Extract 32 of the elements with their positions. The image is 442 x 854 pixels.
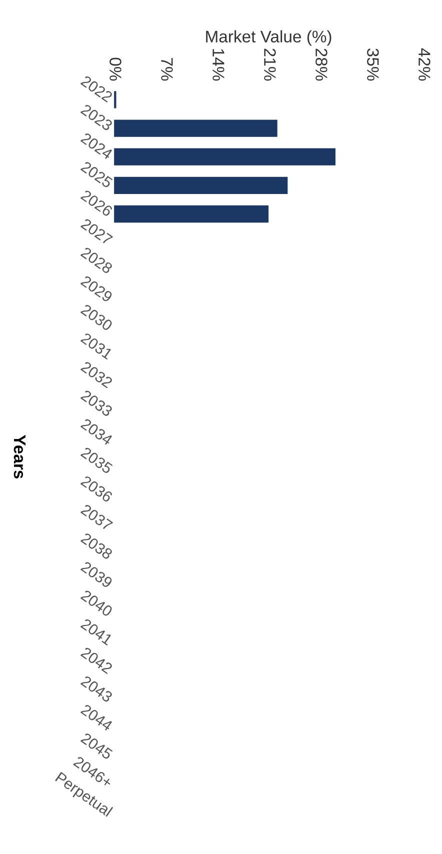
- y-tick-label: 2027: [80, 218, 114, 246]
- y-tick-label: 2040: [80, 590, 114, 618]
- bar: [114, 120, 278, 137]
- x-tick-label: 28%: [316, 48, 328, 81]
- y-tick-label: 2034: [80, 418, 114, 446]
- y-tick-label: 2024: [80, 132, 114, 160]
- x-tick-label: 42%: [418, 48, 430, 81]
- y-tick-label: 2039: [80, 560, 114, 588]
- y-tick-label: 2030: [80, 304, 114, 332]
- bar: [114, 148, 336, 166]
- y-tick-label: 2038: [80, 532, 114, 560]
- y-tick-label: 2043: [80, 675, 114, 703]
- x-tick-label: 7%: [161, 58, 173, 81]
- y-tick-label: 2023: [80, 104, 114, 132]
- y-axis-title: Years: [14, 434, 26, 478]
- x-tick-label: 14%: [212, 49, 224, 81]
- x-axis-title: Market Value (%): [206, 30, 332, 46]
- bar: [114, 205, 269, 223]
- y-tick-label: 2025: [80, 160, 114, 188]
- y-tick-label: 2029: [80, 275, 114, 303]
- y-tick-label: 2028: [80, 246, 114, 274]
- bar: [114, 176, 288, 194]
- y-tick-label: 2035: [80, 446, 114, 474]
- x-tick-label: 21%: [264, 48, 276, 81]
- y-tick-label: 2033: [80, 389, 114, 417]
- y-tick-label: 2037: [80, 504, 114, 532]
- x-tick-label: 0%: [110, 58, 122, 81]
- x-tick-label: 35%: [367, 48, 379, 81]
- y-tick-label: 2026: [80, 189, 114, 217]
- y-tick-label: 2036: [80, 475, 114, 503]
- y-tick-label: 2045: [80, 732, 114, 760]
- y-tick-label: 2044: [80, 704, 114, 732]
